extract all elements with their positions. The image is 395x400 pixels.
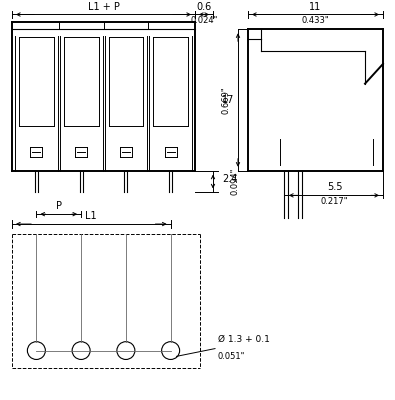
Text: L1: L1 <box>85 211 97 221</box>
Text: 0.217": 0.217" <box>321 197 348 206</box>
Text: L1 + P: L1 + P <box>88 2 119 12</box>
Text: 11: 11 <box>309 2 322 12</box>
Text: 0.024": 0.024" <box>190 16 218 26</box>
Text: Ø 1.3 + 0.1: Ø 1.3 + 0.1 <box>218 335 270 344</box>
Text: 0.433": 0.433" <box>302 16 329 26</box>
Text: 0.669": 0.669" <box>222 86 231 114</box>
Text: 17: 17 <box>222 95 234 105</box>
Text: 0.051": 0.051" <box>218 352 245 360</box>
Text: 0.094": 0.094" <box>230 168 239 195</box>
Text: 2.4: 2.4 <box>222 174 237 184</box>
Text: 0.6: 0.6 <box>196 2 212 12</box>
Text: 5.5: 5.5 <box>327 182 342 192</box>
Text: P: P <box>56 201 62 211</box>
